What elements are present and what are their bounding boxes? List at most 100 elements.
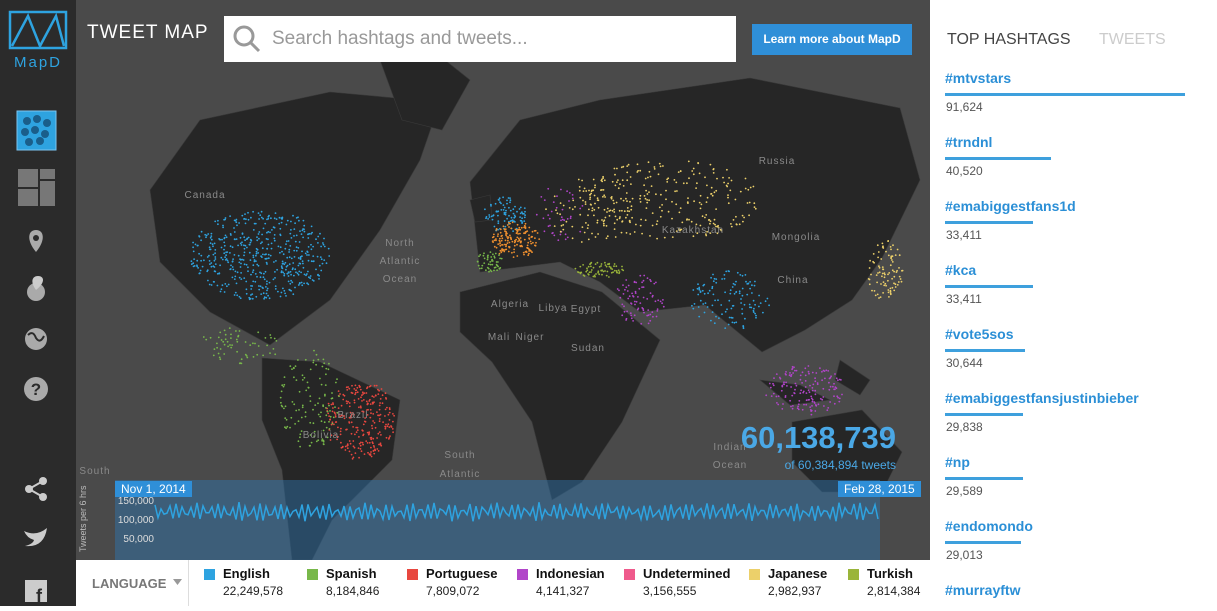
tweet-dot <box>512 208 515 211</box>
tweet-dot <box>641 232 643 235</box>
tweet-dot <box>310 248 313 251</box>
tweet-dot <box>881 272 884 275</box>
tweet-dot <box>254 342 256 345</box>
tweet-dot <box>293 228 296 231</box>
tweet-dot <box>219 348 222 350</box>
hashtag[interactable]: #emabiggestfansjustinbieber <box>945 390 1139 406</box>
tweet-dot <box>646 193 649 195</box>
tweet-dot <box>621 220 623 223</box>
tweet-dot <box>314 404 317 406</box>
language-dropdown[interactable]: LANGUAGE <box>76 560 189 606</box>
tweet-dot <box>325 367 328 370</box>
tweet-dot <box>290 220 292 223</box>
tweet-dot <box>528 250 530 252</box>
tweet-dot <box>524 222 527 225</box>
tweet-dot <box>363 453 366 455</box>
tweet-dot <box>740 302 742 304</box>
language-item[interactable]: Turkish 2,814,384 <box>848 566 920 598</box>
tweet-dot <box>730 307 733 310</box>
tweet-dot <box>894 286 897 288</box>
tweet-dot <box>223 329 226 332</box>
tweet-dot <box>634 292 637 294</box>
tweet-dot <box>605 274 608 277</box>
tweet-dot <box>393 414 395 417</box>
search-box[interactable]: Search hashtags and tweets... <box>224 16 736 62</box>
tweet-dot <box>646 201 649 204</box>
hashtag[interactable]: #emabiggestfans1d <box>945 198 1076 214</box>
tweet-dot <box>617 179 619 182</box>
tweet-dot <box>214 263 217 265</box>
tweet-dot <box>777 395 780 398</box>
hashtag[interactable]: #vote5sos <box>945 326 1014 342</box>
tweet-dot <box>333 423 335 426</box>
tweet-dot <box>741 294 744 297</box>
tweet-dot <box>244 222 247 225</box>
language-item[interactable]: English 22,249,578 <box>204 566 283 598</box>
share-icon[interactable] <box>25 477 47 501</box>
tweet-dot <box>659 215 662 218</box>
tweet-dot <box>356 391 359 394</box>
tweet-dot <box>210 232 213 235</box>
tweet-dot <box>374 449 377 452</box>
language-item[interactable]: Portuguese 7,809,072 <box>407 566 498 598</box>
hashtag[interactable]: #trndnl <box>945 134 993 150</box>
language-item[interactable]: Undetermined 3,156,555 <box>624 566 730 598</box>
map[interactable]: Canada North Atlantic Ocean Russia Kazakhstan… <box>76 0 930 561</box>
hashtag[interactable]: #np <box>945 454 970 470</box>
tweet-dot <box>388 436 391 439</box>
tweet-dot <box>270 242 273 245</box>
help-icon[interactable] <box>24 377 48 401</box>
tweet-dot <box>307 270 309 273</box>
hashtag[interactable]: #mtvstars <box>945 70 1012 86</box>
tweet-dot <box>781 408 784 410</box>
language-item[interactable]: Indonesian 4,141,327 <box>517 566 605 598</box>
geo-icon[interactable] <box>27 283 45 301</box>
tweet-dot <box>283 383 286 386</box>
tweet-dot <box>337 435 339 438</box>
hashtag-bar <box>945 541 1021 544</box>
tweet-dot <box>256 239 259 242</box>
tweet-dot <box>238 261 241 264</box>
tweet-dot <box>298 262 301 265</box>
tweet-dot <box>687 197 689 200</box>
learn-more-button[interactable]: Learn more about MapD <box>752 24 912 55</box>
hashtag-count: 29,013 <box>946 548 983 562</box>
heatmap-view-icon[interactable] <box>18 169 55 206</box>
tweet-dot <box>710 186 713 189</box>
language-item[interactable]: Japanese 2,982,937 <box>749 566 827 598</box>
tweet-dot <box>320 245 322 248</box>
tab-tweets[interactable]: TWEETS <box>1099 31 1166 48</box>
tweet-dot <box>326 436 329 439</box>
tweet-dot <box>594 275 596 278</box>
tweet-dot <box>231 276 234 279</box>
tweet-dot <box>343 417 346 420</box>
tweet-dot <box>799 378 802 381</box>
hashtag[interactable]: #kca <box>945 262 977 278</box>
tab-top-hashtags[interactable]: TOP HASHTAGS <box>947 31 1071 48</box>
hashtag[interactable]: #endomondo <box>945 518 1033 534</box>
timeline[interactable] <box>115 480 880 560</box>
hashtag-bar <box>945 221 1033 224</box>
hashtag[interactable]: #murrayftw <box>945 582 1021 598</box>
tweet-dot <box>568 192 571 194</box>
tweet-dot <box>208 254 210 257</box>
facebook-icon[interactable] <box>25 580 47 602</box>
tweet-dot <box>273 237 276 240</box>
tweet-dot <box>290 237 293 239</box>
map-label: Kazakhstan <box>662 225 724 236</box>
tweet-dot <box>602 175 604 178</box>
tweet-dot <box>487 263 490 266</box>
tweet-dot <box>202 336 205 338</box>
tweet-dot <box>380 388 383 390</box>
hashtag-bar <box>945 477 1023 480</box>
tweet-dot <box>741 274 744 277</box>
tweet-dot <box>650 185 653 188</box>
tweet-dot <box>322 358 325 361</box>
tweet-dot <box>639 224 642 227</box>
twitter-icon[interactable] <box>24 528 47 547</box>
tweet-dot <box>883 284 886 287</box>
tweet-dot <box>378 408 381 411</box>
tweet-dot <box>804 380 807 382</box>
tweet-dot <box>338 395 340 398</box>
language-item[interactable]: Spanish 8,184,846 <box>307 566 379 598</box>
